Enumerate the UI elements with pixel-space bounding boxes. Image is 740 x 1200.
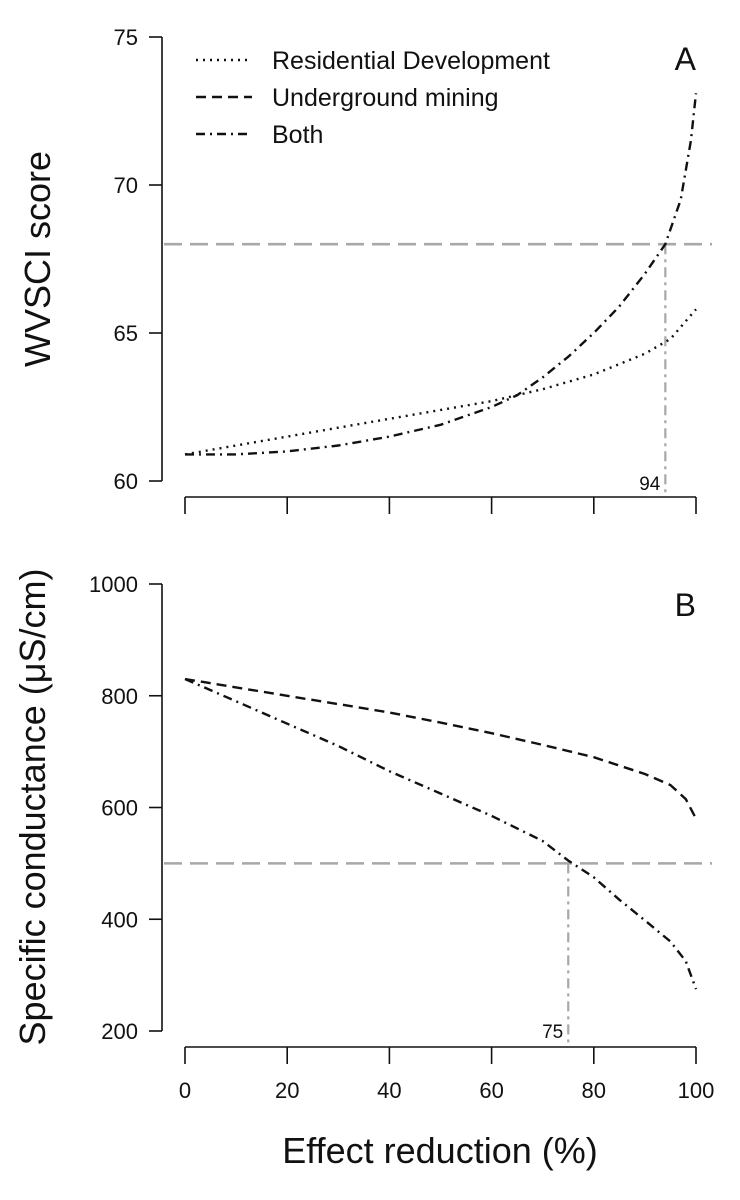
y-tick-label: 800 xyxy=(101,684,138,709)
x-tick-label: 40 xyxy=(377,1078,401,1103)
threshold-label: 75 xyxy=(542,1022,563,1043)
panel-label: A xyxy=(675,41,697,77)
y-axis-title: Specific conductance (μS/cm) xyxy=(12,569,53,1046)
y-tick-label: 75 xyxy=(114,25,138,50)
x-tick-label: 80 xyxy=(582,1078,606,1103)
y-tick-label: 400 xyxy=(101,907,138,932)
series-both xyxy=(185,93,698,456)
x-tick-label: 20 xyxy=(275,1078,299,1103)
series-both xyxy=(184,677,698,990)
y-tick-label: 70 xyxy=(114,173,138,198)
threshold-label: 94 xyxy=(639,474,661,495)
series-residential-development xyxy=(184,308,697,456)
panel-b: 200 400 600 800 1000 0 20 40 60 80 100 Specific con… xyxy=(12,569,714,1103)
y-tick-label: 65 xyxy=(114,321,138,346)
legend: Residential Development Underground minin… xyxy=(196,47,550,149)
legend-label: Underground mining xyxy=(272,84,499,112)
y-tick-label: 1000 xyxy=(89,572,138,597)
y-tick-label: 60 xyxy=(114,469,138,494)
y-tick-label: 600 xyxy=(101,796,138,821)
x-tick-label: 60 xyxy=(479,1078,503,1103)
x-tick-label: 100 xyxy=(678,1078,715,1103)
panel-label: B xyxy=(675,587,696,623)
series-underground-mining xyxy=(184,677,698,820)
y-axis-title: WVSCI score xyxy=(17,151,58,367)
x-axis-title: Effect reduction (%) xyxy=(282,1130,597,1171)
legend-label: Both xyxy=(272,121,323,149)
x-tick-label: 0 xyxy=(179,1078,191,1103)
y-tick-label: 200 xyxy=(101,1019,138,1044)
panel-a: 60 65 70 75 WVSCI score A 94 xyxy=(17,25,712,514)
legend-label: Residential Development xyxy=(272,47,550,75)
